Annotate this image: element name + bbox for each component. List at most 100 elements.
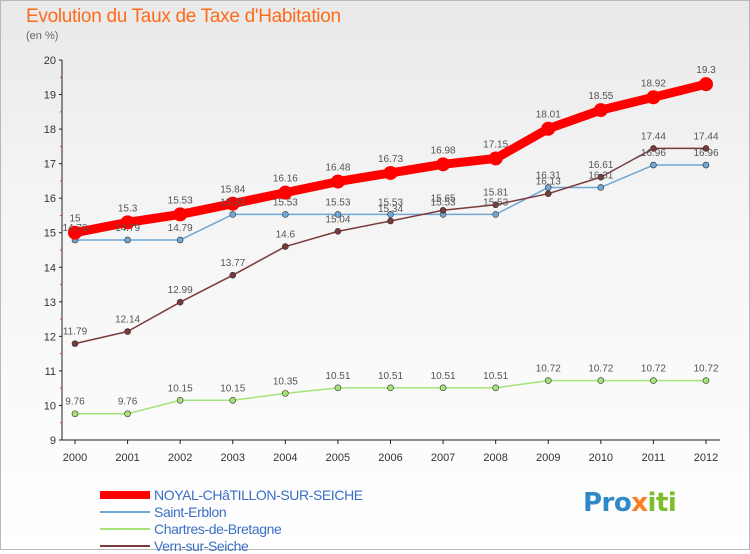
series-3-value-label: 17.44 bbox=[693, 131, 718, 142]
y-tick-label: 15 bbox=[44, 228, 56, 240]
y-tick-label: 20 bbox=[44, 55, 56, 67]
x-tick-label: 2005 bbox=[326, 452, 350, 464]
series-0-point bbox=[593, 103, 608, 118]
series-2-point bbox=[124, 410, 131, 418]
series-1-point bbox=[387, 211, 394, 218]
series-2-value-label: 10.72 bbox=[641, 364, 666, 375]
y-tick-label: 12 bbox=[44, 331, 56, 343]
series-1-point bbox=[650, 161, 657, 169]
series-0-point bbox=[383, 165, 398, 180]
y-tick-label: 13 bbox=[44, 297, 56, 309]
y-tick-label: 9 bbox=[50, 435, 56, 447]
series-3-value-label: 11.79 bbox=[63, 327, 88, 338]
series-3-point bbox=[597, 173, 605, 181]
legend-label-chartres: Chartres-de-Bretagne bbox=[154, 520, 282, 537]
series-0-value-label: 16.16 bbox=[273, 174, 298, 185]
series-1-value-label: 14.79 bbox=[62, 223, 87, 234]
series-3-point bbox=[650, 145, 657, 152]
x-tick-label: 2009 bbox=[536, 452, 560, 464]
series-0-value-label: 15.84 bbox=[220, 185, 245, 196]
x-tick-label: 2012 bbox=[694, 452, 718, 464]
series-1-value-label: 16.31 bbox=[536, 170, 561, 181]
x-tick-label: 2010 bbox=[589, 452, 613, 464]
series-2-value-label: 10.15 bbox=[220, 383, 245, 394]
series-3-value-label: 17.44 bbox=[641, 131, 666, 142]
y-tick-label: 19 bbox=[44, 90, 56, 102]
series-1-value-label: 16.31 bbox=[588, 170, 613, 181]
y-tick-label: 10 bbox=[44, 400, 56, 412]
series-2-value-label: 10.72 bbox=[588, 364, 613, 375]
x-tick-label: 2008 bbox=[483, 452, 507, 464]
series-2-point bbox=[544, 377, 552, 384]
series-2-point bbox=[439, 384, 447, 392]
series-1-point bbox=[124, 236, 131, 244]
x-tick-label: 2006 bbox=[378, 452, 402, 464]
series-2-value-label: 10.72 bbox=[536, 364, 561, 375]
series-1-value-label: 15.53 bbox=[483, 197, 508, 208]
series-3-point bbox=[702, 145, 710, 152]
series-2-point bbox=[282, 390, 289, 397]
legend-item-vern: Vern-sur-Seiche bbox=[100, 537, 363, 554]
series-3-value-label: 14.6 bbox=[276, 230, 296, 241]
series-2-value-label: 9.76 bbox=[65, 397, 85, 408]
series-1-value-label: 14.79 bbox=[115, 223, 140, 234]
chart-legend: NOYAL-CHâTILLON-SUR-SEICHE Saint-Erblon … bbox=[100, 486, 363, 554]
series-0-point bbox=[120, 215, 135, 230]
series-0-point bbox=[699, 77, 713, 92]
legend-item-noyal: NOYAL-CHâTILLON-SUR-SEICHE bbox=[100, 486, 363, 503]
legend-swatch-noyal bbox=[100, 490, 150, 499]
legend-label-saint-erblon: Saint-Erblon bbox=[154, 503, 227, 520]
series-3-point bbox=[282, 243, 289, 250]
series-0-point bbox=[436, 157, 451, 172]
x-tick-label: 2004 bbox=[273, 452, 297, 464]
series-0-value-label: 15.53 bbox=[168, 195, 193, 206]
series-2-value-label: 10.51 bbox=[325, 371, 350, 382]
series-3-point bbox=[71, 340, 79, 347]
series-3-point bbox=[544, 190, 552, 197]
series-2-value-label: 10.72 bbox=[693, 364, 718, 375]
series-0-value-label: 15 bbox=[69, 214, 81, 225]
proxiti-logo: Proxiti bbox=[583, 488, 677, 518]
series-3-value-label: 15.34 bbox=[378, 204, 403, 215]
series-3-value-label: 16.61 bbox=[588, 160, 613, 171]
series-0-point bbox=[330, 174, 345, 189]
series-2-point bbox=[229, 396, 237, 404]
series-0-value-label: 19.3 bbox=[696, 65, 716, 76]
series-2-point bbox=[387, 384, 394, 392]
series-2-point bbox=[334, 384, 342, 392]
series-3-point bbox=[229, 271, 237, 279]
x-tick-label: 2003 bbox=[221, 452, 245, 464]
series-2-value-label: 10.35 bbox=[273, 376, 298, 387]
series-1-value-label: 15.53 bbox=[378, 197, 403, 208]
series-1-point bbox=[597, 184, 605, 191]
chart-subtitle: (en %) bbox=[26, 30, 59, 42]
series-0-point bbox=[278, 185, 293, 200]
series-3-value-label: 12.14 bbox=[115, 315, 140, 326]
series-0-point bbox=[646, 90, 661, 105]
series-3-value-label: 12.99 bbox=[168, 285, 193, 296]
series-1-point bbox=[282, 211, 289, 218]
series-2-value-label: 10.51 bbox=[378, 371, 403, 382]
series-1-value-label: 15.53 bbox=[220, 197, 245, 208]
y-tick-label: 14 bbox=[44, 262, 56, 274]
series-0-point bbox=[488, 151, 503, 166]
series-0-point bbox=[225, 196, 240, 211]
legend-label-noyal: NOYAL-CHâTILLON-SUR-SEICHE bbox=[154, 486, 363, 503]
series-1-value-label: 15.53 bbox=[431, 197, 456, 208]
series-1-value-label: 16.96 bbox=[693, 148, 718, 159]
series-2-point bbox=[492, 384, 499, 392]
series-0-value-label: 16.98 bbox=[431, 145, 456, 156]
y-tick-label: 16 bbox=[44, 193, 56, 205]
series-0-value-label: 16.73 bbox=[378, 154, 403, 165]
series-1-value-label: 15.53 bbox=[325, 197, 350, 208]
x-tick-label: 2011 bbox=[642, 452, 666, 464]
series-1-value-label: 14.79 bbox=[168, 223, 193, 234]
y-tick-label: 18 bbox=[44, 124, 56, 136]
series-2-value-label: 10.51 bbox=[483, 371, 508, 382]
series-2-point bbox=[597, 377, 605, 384]
chart-title: Evolution du Taux de Taxe d'Habitation bbox=[26, 6, 341, 27]
series-3-value-label: 15.81 bbox=[483, 188, 508, 199]
series-2-point bbox=[71, 410, 79, 418]
